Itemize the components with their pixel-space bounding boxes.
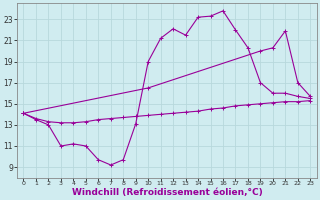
X-axis label: Windchill (Refroidissement éolien,°C): Windchill (Refroidissement éolien,°C) [72, 188, 262, 197]
